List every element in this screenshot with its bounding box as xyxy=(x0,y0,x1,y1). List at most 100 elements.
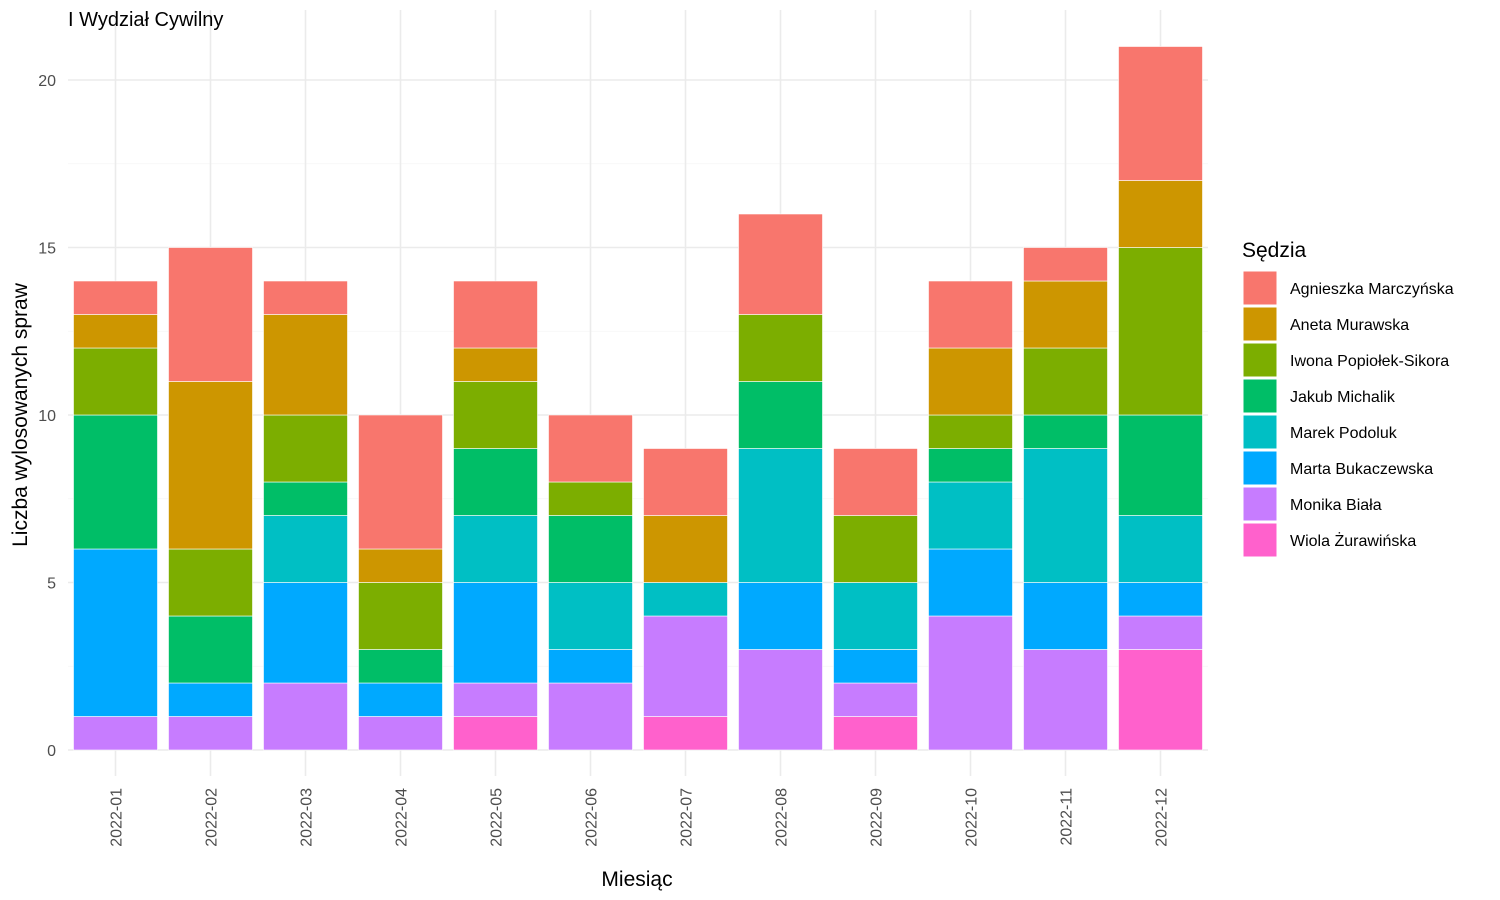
bar-segment xyxy=(833,448,918,516)
chart-title: I Wydział Cywilny xyxy=(68,9,223,31)
bar-segment xyxy=(928,347,1013,416)
legend-swatch xyxy=(1242,270,1278,306)
x-tick-label: 2022-05 xyxy=(489,788,506,847)
legend-label: Iwona Popiołek-Sikora xyxy=(1290,353,1449,370)
legend-swatch xyxy=(1242,414,1278,450)
bar-segment xyxy=(738,582,823,650)
bar-segment xyxy=(833,582,918,650)
x-tick-label: 2022-11 xyxy=(1059,788,1076,846)
bar-segment xyxy=(643,515,728,583)
bar-segment xyxy=(738,381,823,449)
x-tick-label: 2022-07 xyxy=(679,788,696,847)
bar-segment xyxy=(358,716,443,751)
bar-segment xyxy=(833,515,918,583)
bar-segment xyxy=(928,448,1013,483)
bar-segment xyxy=(1118,649,1203,751)
bar-segment xyxy=(928,481,1013,550)
bar-segment xyxy=(548,481,633,516)
bar-segment xyxy=(263,682,348,751)
x-tick-label: 2022-04 xyxy=(394,788,411,847)
x-tick-label: 2022-10 xyxy=(964,788,981,847)
bar-segment xyxy=(263,414,348,483)
bar-segment xyxy=(1023,414,1108,449)
legend-label: Jakub Michalik xyxy=(1290,389,1396,406)
bar-segment xyxy=(1118,414,1203,516)
bar-segment xyxy=(928,280,1013,349)
bar-segment xyxy=(73,314,158,349)
bar-segment xyxy=(358,682,443,717)
bar-segment xyxy=(643,448,728,516)
y-tick-label: 0 xyxy=(47,743,56,760)
bar-segment xyxy=(738,649,823,751)
x-tick-label: 2022-06 xyxy=(584,788,601,847)
bar-segment xyxy=(928,615,1013,751)
legend-label: Aneta Murawska xyxy=(1290,317,1409,334)
legend-label: Monika Biała xyxy=(1290,497,1382,514)
bar-segment xyxy=(358,414,443,550)
bar-segment xyxy=(73,716,158,751)
legend-swatch xyxy=(1242,450,1278,486)
bar-segment xyxy=(643,615,728,717)
bar-segment xyxy=(738,448,823,583)
bar-segment xyxy=(168,247,253,382)
bar-segment xyxy=(738,314,823,382)
y-tick-label: 15 xyxy=(38,241,56,258)
legend-swatch xyxy=(1242,342,1278,378)
bar-segment xyxy=(168,716,253,751)
bar-segment xyxy=(928,548,1013,617)
bar-segment xyxy=(453,682,538,717)
bar-segment xyxy=(168,548,253,617)
bar-segment xyxy=(928,414,1013,449)
bar-segment xyxy=(548,682,633,751)
y-axis-title: Liczba wylosowanych spraw xyxy=(9,282,32,547)
legend-label: Marta Bukaczewska xyxy=(1290,461,1433,478)
bar-segment xyxy=(1023,247,1108,282)
bar-segment xyxy=(73,347,158,416)
x-tick-label: 2022-12 xyxy=(1154,788,1171,847)
legend-label: Agnieszka Marczyńska xyxy=(1290,281,1454,298)
legend-swatch xyxy=(1242,306,1278,342)
bar-segment xyxy=(548,414,633,483)
bar-segment xyxy=(548,649,633,684)
bar-segment xyxy=(73,280,158,315)
bar-segment xyxy=(453,515,538,583)
x-tick-label: 2022-09 xyxy=(869,788,886,847)
bar-segment xyxy=(358,548,443,583)
bar-segment xyxy=(263,314,348,416)
bar-segment xyxy=(643,582,728,617)
bar-segment xyxy=(168,682,253,717)
bar-segment xyxy=(358,582,443,650)
bar-segment xyxy=(453,347,538,382)
x-axis-ticks: 2022-01 2022-02 2022-03 2022-04 2022-05 2022-… xyxy=(109,788,1171,847)
bar-segment xyxy=(453,582,538,684)
bar-segment xyxy=(1118,615,1203,650)
legend-label: Marek Podoluk xyxy=(1290,425,1398,442)
legend-label: Wiola Żurawińska xyxy=(1290,531,1416,550)
x-tick-label: 2022-02 xyxy=(204,788,221,847)
legend-swatch xyxy=(1242,378,1278,414)
bar-segment xyxy=(263,280,348,315)
x-tick-label: 2022-03 xyxy=(299,788,316,847)
bar-segment xyxy=(548,515,633,583)
legend-title: Sędzia xyxy=(1242,239,1307,262)
legend-items: Agnieszka Marczyńska Aneta Murawska Iwona … xyxy=(1242,270,1454,558)
bar-segment xyxy=(833,716,918,751)
bar-segment xyxy=(833,682,918,717)
bar-segment xyxy=(263,515,348,583)
legend-swatch xyxy=(1242,486,1278,522)
bar-segment xyxy=(1023,448,1108,583)
x-tick-label: 2022-08 xyxy=(774,788,791,847)
y-tick-label: 20 xyxy=(38,73,56,90)
bar-segment xyxy=(1118,180,1203,248)
bar-segment xyxy=(1023,347,1108,416)
bar-segment xyxy=(168,381,253,550)
legend: Sędzia Agnieszka Marczyńska Aneta Murawsk… xyxy=(1242,239,1454,558)
bar-segment xyxy=(263,582,348,684)
bar-segment xyxy=(453,448,538,516)
bar-segment xyxy=(453,280,538,349)
y-tick-label: 10 xyxy=(38,408,56,425)
bar-segment xyxy=(1118,582,1203,617)
y-axis-ticks: 0 5 10 15 20 xyxy=(38,73,56,760)
bar-segment xyxy=(1023,582,1108,650)
